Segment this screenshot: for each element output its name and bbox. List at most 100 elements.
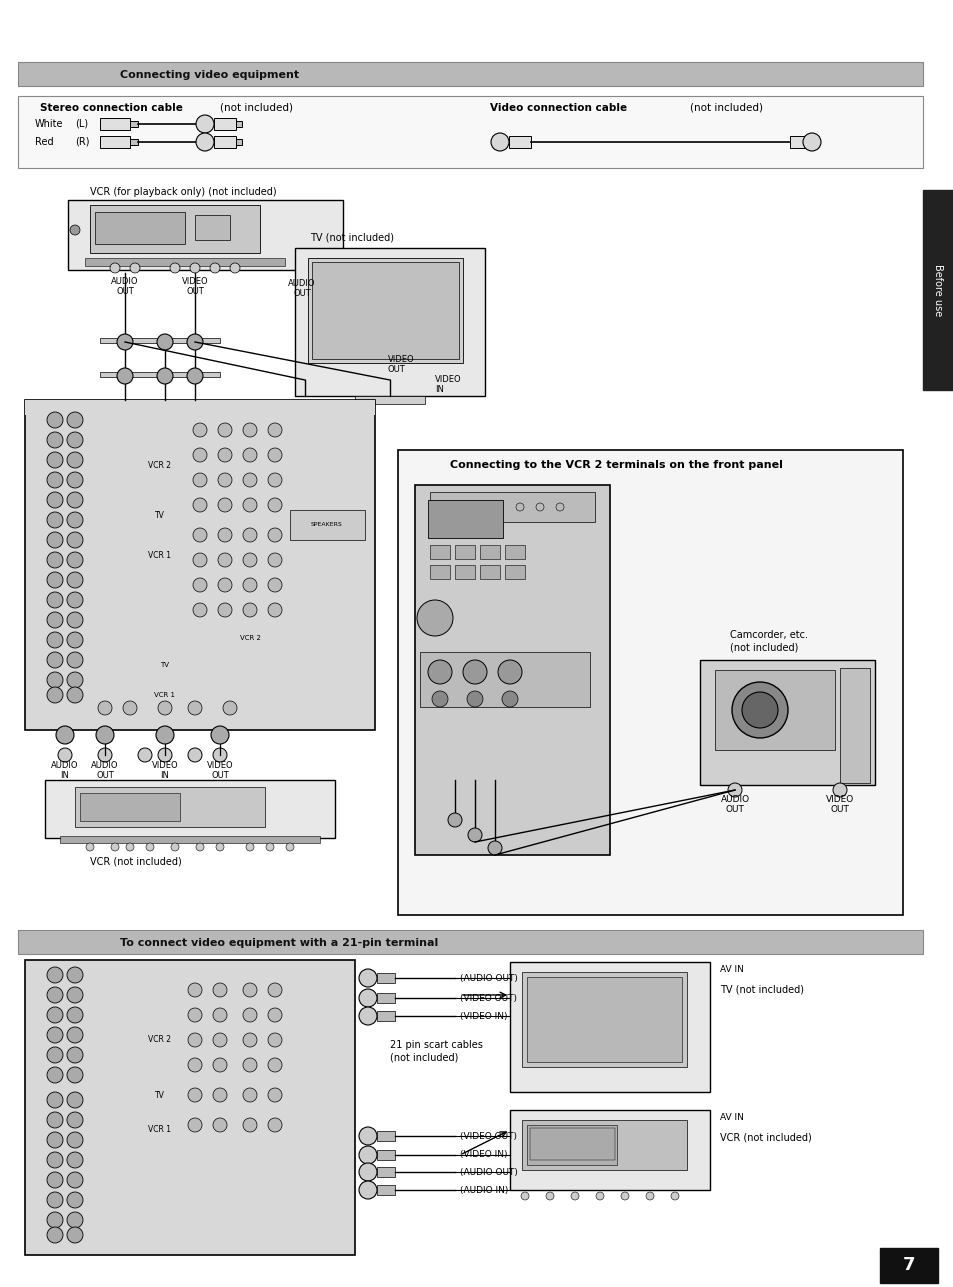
Bar bbox=[100, 136, 130, 148]
Circle shape bbox=[268, 1033, 282, 1048]
Circle shape bbox=[246, 843, 253, 851]
Circle shape bbox=[243, 423, 256, 438]
Text: To connect video equipment with a 21-pin terminal: To connect video equipment with a 21-pin… bbox=[120, 938, 437, 949]
Circle shape bbox=[218, 578, 232, 592]
Bar bbox=[376, 1167, 395, 1178]
Text: VCR 2: VCR 2 bbox=[239, 634, 260, 641]
Bar bbox=[100, 338, 220, 344]
Circle shape bbox=[497, 660, 521, 683]
Circle shape bbox=[123, 701, 137, 716]
Circle shape bbox=[243, 1033, 256, 1048]
Bar bbox=[90, 205, 260, 254]
Circle shape bbox=[243, 553, 256, 568]
Bar bbox=[526, 977, 681, 1062]
Text: (VIDEO IN): (VIDEO IN) bbox=[459, 1151, 507, 1160]
Circle shape bbox=[67, 532, 83, 548]
Circle shape bbox=[117, 335, 132, 350]
Circle shape bbox=[188, 1088, 202, 1102]
Circle shape bbox=[218, 474, 232, 486]
Bar bbox=[376, 1012, 395, 1021]
Bar bbox=[376, 973, 395, 983]
Circle shape bbox=[358, 969, 376, 987]
Text: VIDEO: VIDEO bbox=[181, 278, 208, 287]
Circle shape bbox=[358, 1145, 376, 1163]
Text: OUT: OUT bbox=[96, 771, 113, 780]
Circle shape bbox=[47, 1152, 63, 1169]
Circle shape bbox=[67, 613, 83, 628]
Text: VIDEO: VIDEO bbox=[152, 761, 178, 770]
Circle shape bbox=[67, 1152, 83, 1169]
Circle shape bbox=[358, 1127, 376, 1145]
Text: IN: IN bbox=[435, 386, 443, 395]
Bar bbox=[213, 136, 235, 148]
Text: VIDEO: VIDEO bbox=[207, 761, 233, 770]
Circle shape bbox=[47, 552, 63, 568]
Circle shape bbox=[195, 843, 204, 851]
Bar bbox=[419, 653, 589, 707]
Circle shape bbox=[47, 492, 63, 508]
Circle shape bbox=[215, 843, 224, 851]
Text: TV (not included): TV (not included) bbox=[720, 985, 803, 995]
Circle shape bbox=[218, 448, 232, 462]
Bar bbox=[100, 118, 130, 130]
Circle shape bbox=[448, 813, 461, 828]
Text: AUDIO: AUDIO bbox=[288, 279, 315, 288]
Circle shape bbox=[268, 1008, 282, 1022]
Circle shape bbox=[47, 653, 63, 668]
Circle shape bbox=[67, 432, 83, 448]
Text: AUDIO: AUDIO bbox=[91, 761, 118, 770]
Bar bbox=[75, 786, 265, 828]
Text: 21 pin scart cables: 21 pin scart cables bbox=[390, 1040, 482, 1050]
Bar bbox=[376, 1131, 395, 1142]
Circle shape bbox=[670, 1192, 679, 1199]
Circle shape bbox=[230, 263, 240, 273]
Bar bbox=[25, 400, 375, 730]
Circle shape bbox=[432, 691, 448, 707]
Bar bbox=[18, 931, 923, 954]
Bar bbox=[430, 544, 450, 559]
Circle shape bbox=[138, 748, 152, 762]
Circle shape bbox=[47, 1133, 63, 1148]
Circle shape bbox=[47, 592, 63, 607]
Circle shape bbox=[223, 701, 236, 716]
Circle shape bbox=[211, 726, 229, 744]
Circle shape bbox=[47, 1192, 63, 1208]
Text: OUT: OUT bbox=[186, 287, 204, 296]
Circle shape bbox=[187, 335, 203, 350]
Text: Connecting video equipment: Connecting video equipment bbox=[120, 69, 299, 80]
Circle shape bbox=[47, 1212, 63, 1228]
Circle shape bbox=[193, 498, 207, 512]
Circle shape bbox=[47, 687, 63, 703]
Circle shape bbox=[268, 578, 282, 592]
Circle shape bbox=[188, 1008, 202, 1022]
Circle shape bbox=[98, 748, 112, 762]
Circle shape bbox=[462, 660, 486, 683]
Circle shape bbox=[157, 335, 172, 350]
Bar bbox=[130, 121, 138, 127]
Circle shape bbox=[47, 1091, 63, 1108]
Text: (VIDEO OUT): (VIDEO OUT) bbox=[459, 994, 517, 1003]
Circle shape bbox=[243, 1118, 256, 1133]
Bar bbox=[415, 485, 609, 855]
Circle shape bbox=[358, 1181, 376, 1199]
Text: SPEAKERS: SPEAKERS bbox=[311, 523, 342, 528]
Circle shape bbox=[111, 843, 119, 851]
Bar bbox=[510, 961, 709, 1091]
Circle shape bbox=[67, 1067, 83, 1082]
Circle shape bbox=[218, 553, 232, 568]
Bar bbox=[312, 263, 458, 359]
Circle shape bbox=[47, 412, 63, 429]
Text: (not included): (not included) bbox=[390, 1053, 457, 1063]
Text: 7: 7 bbox=[902, 1256, 914, 1274]
Circle shape bbox=[243, 1058, 256, 1072]
Circle shape bbox=[268, 498, 282, 512]
Circle shape bbox=[47, 672, 63, 689]
Bar bbox=[68, 199, 343, 270]
Circle shape bbox=[243, 448, 256, 462]
Circle shape bbox=[727, 782, 741, 797]
Bar bbox=[290, 510, 365, 541]
Text: (VIDEO IN): (VIDEO IN) bbox=[459, 1012, 507, 1021]
Circle shape bbox=[266, 843, 274, 851]
Bar bbox=[45, 780, 335, 838]
Bar bbox=[455, 544, 475, 559]
